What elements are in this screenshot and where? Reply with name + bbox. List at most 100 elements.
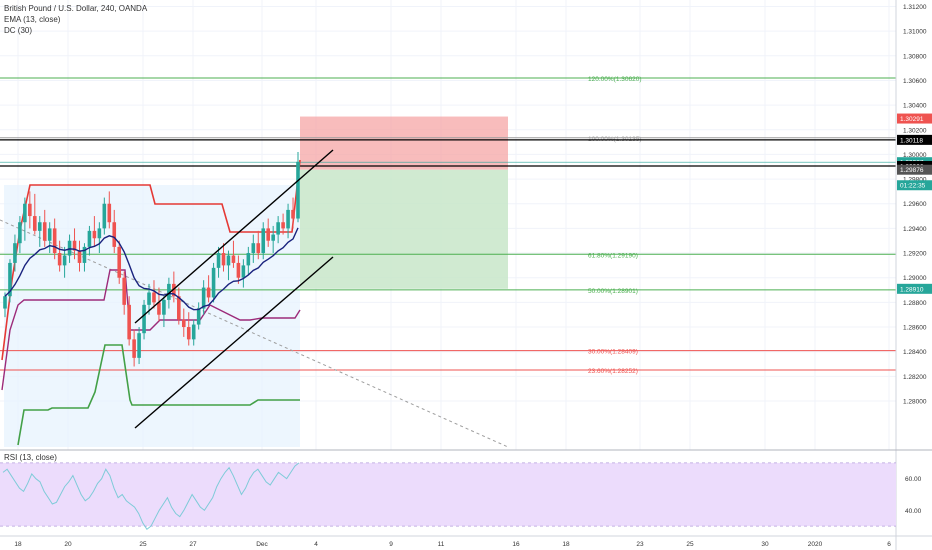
candle-body <box>256 243 261 254</box>
time-axis-tick: 23 <box>636 541 644 548</box>
candle-body <box>42 222 47 241</box>
candle-body <box>67 240 72 256</box>
time-axis-tick: 16 <box>512 541 520 548</box>
candle-body <box>231 255 236 263</box>
candle-body <box>216 253 221 268</box>
candle-body <box>206 287 211 298</box>
dc-indicator-label[interactable]: DC (30) <box>4 26 33 35</box>
donchian-lower-band <box>17 344 300 446</box>
price-axis-tick: 1.29000 <box>903 275 927 282</box>
candle-body <box>47 228 52 241</box>
donchian-fill <box>4 185 300 447</box>
candle-body <box>221 253 226 266</box>
candle-body <box>137 333 141 358</box>
candle-body <box>271 234 275 241</box>
price-badge <box>897 113 932 124</box>
candle-body <box>62 255 67 266</box>
price-badge <box>897 180 932 191</box>
candle-body <box>112 222 117 247</box>
candle-body <box>296 161 300 219</box>
price-axis-tick: 1.29400 <box>903 226 927 233</box>
price-axis-tick: 1.28400 <box>903 349 927 356</box>
price-axis-tick: 1.30400 <box>903 103 927 110</box>
candle-body <box>37 222 42 231</box>
time-axis-tick: 2020 <box>808 541 823 548</box>
price-badge-label: 1.30291 <box>900 116 924 123</box>
candle-body <box>87 230 92 247</box>
candle-body <box>77 250 82 263</box>
price-axis-tick: 1.31200 <box>903 4 927 11</box>
time-axis-tick: 25 <box>139 541 147 548</box>
candle-body <box>177 296 181 320</box>
time-axis-tick: 20 <box>64 541 72 548</box>
rsi-line <box>2 462 300 530</box>
price-axis-tick: 1.29600 <box>903 201 927 208</box>
candle-body <box>196 308 201 325</box>
price-badge <box>897 283 932 294</box>
candle-body <box>8 262 12 297</box>
rsi-axis-tick: 40.00 <box>905 508 922 515</box>
price-axis-tick: 1.29200 <box>903 251 927 258</box>
candle-body <box>261 228 266 254</box>
candle-body <box>211 267 216 298</box>
candle-body <box>266 228 271 241</box>
price-badge-label: 1.29876 <box>900 167 924 174</box>
candle-body <box>172 283 176 297</box>
candle-body <box>13 243 17 263</box>
time-axis-tick: 18 <box>562 541 570 548</box>
price-axis-tick: 1.31000 <box>903 29 927 36</box>
time-axis-tick: 30 <box>761 541 769 548</box>
candle-body <box>241 265 246 278</box>
price-badge-label: 01:22:35 <box>900 183 926 190</box>
fib-level-label: 23.60%(1.28252) <box>588 368 638 375</box>
ema-indicator-label[interactable]: EMA (13, close) <box>4 15 61 24</box>
candle-body <box>246 253 251 266</box>
candle-body <box>32 216 37 231</box>
rsi-band <box>0 462 896 527</box>
price-axis-tick: 1.28000 <box>903 399 927 406</box>
candle-body <box>236 262 241 278</box>
rsi-indicator-label[interactable]: RSI (13, close) <box>4 453 57 462</box>
candle-body <box>102 203 107 229</box>
take-profit-zone <box>300 169 508 289</box>
candle-body <box>181 319 186 328</box>
candle-body <box>82 246 87 263</box>
price-axis-tick: 1.29800 <box>903 177 927 184</box>
channel-lower-line <box>134 256 334 429</box>
time-axis-tick: 25 <box>686 541 694 548</box>
candle-body <box>97 228 102 239</box>
candle-body <box>107 203 112 223</box>
chart-legend: British Pound / U.S. Dollar, 240, OANDA … <box>4 3 147 36</box>
candle-body <box>167 283 171 300</box>
candle-body <box>23 203 27 223</box>
candle-body <box>186 327 191 340</box>
candle-body <box>152 292 156 303</box>
time-axis-tick: 9 <box>389 541 393 548</box>
price-axis-tick: 1.30800 <box>903 53 927 60</box>
price-axis-tick: 1.28600 <box>903 325 927 332</box>
time-axis-tick: 11 <box>438 541 445 548</box>
fib-level-label: 120.00%(1.30620) <box>588 76 642 83</box>
price-badge <box>897 134 932 145</box>
candle-body <box>117 246 122 278</box>
price-badge-label: 1.28910 <box>900 286 924 293</box>
time-axis-tick: 6 <box>887 541 891 548</box>
symbol-title[interactable]: British Pound / U.S. Dollar, 240, OANDA <box>4 4 148 13</box>
price-axis-tick: 1.30600 <box>903 78 927 85</box>
candle-body <box>92 230 97 239</box>
time-axis-tick: Dec <box>256 541 268 548</box>
candle-body <box>52 228 57 254</box>
price-axis-tick: 1.30200 <box>903 127 927 134</box>
stop-loss-zone <box>300 116 508 170</box>
fib-level-label: 30.00%(1.28409) <box>588 349 638 356</box>
ema-line <box>4 227 299 311</box>
candle-body <box>147 292 151 305</box>
price-badge-label: 1.30118 <box>900 137 923 144</box>
time-axis-tick: 18 <box>14 541 22 548</box>
price-badge <box>897 164 932 175</box>
candle-body <box>127 304 131 340</box>
price-axis-tick: 1.28200 <box>903 374 927 381</box>
time-axis-tick: 27 <box>189 541 197 548</box>
candle-body <box>122 277 126 305</box>
